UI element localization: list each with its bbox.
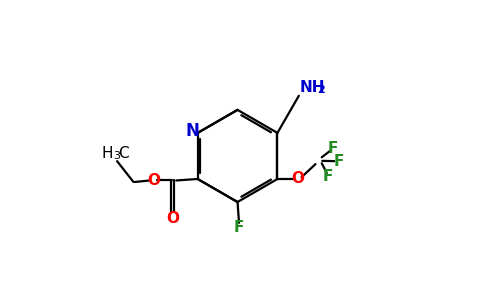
Text: NH: NH xyxy=(300,80,325,95)
Text: O: O xyxy=(147,173,160,188)
Text: F: F xyxy=(234,220,244,235)
Text: N: N xyxy=(185,122,199,140)
Text: O: O xyxy=(291,172,304,187)
Text: 3: 3 xyxy=(113,152,120,161)
Text: C: C xyxy=(119,146,129,161)
Text: 2: 2 xyxy=(317,85,324,95)
Text: F: F xyxy=(333,154,344,169)
Text: H: H xyxy=(101,146,113,161)
Text: F: F xyxy=(328,141,338,156)
Text: F: F xyxy=(323,169,333,184)
Text: O: O xyxy=(166,211,179,226)
